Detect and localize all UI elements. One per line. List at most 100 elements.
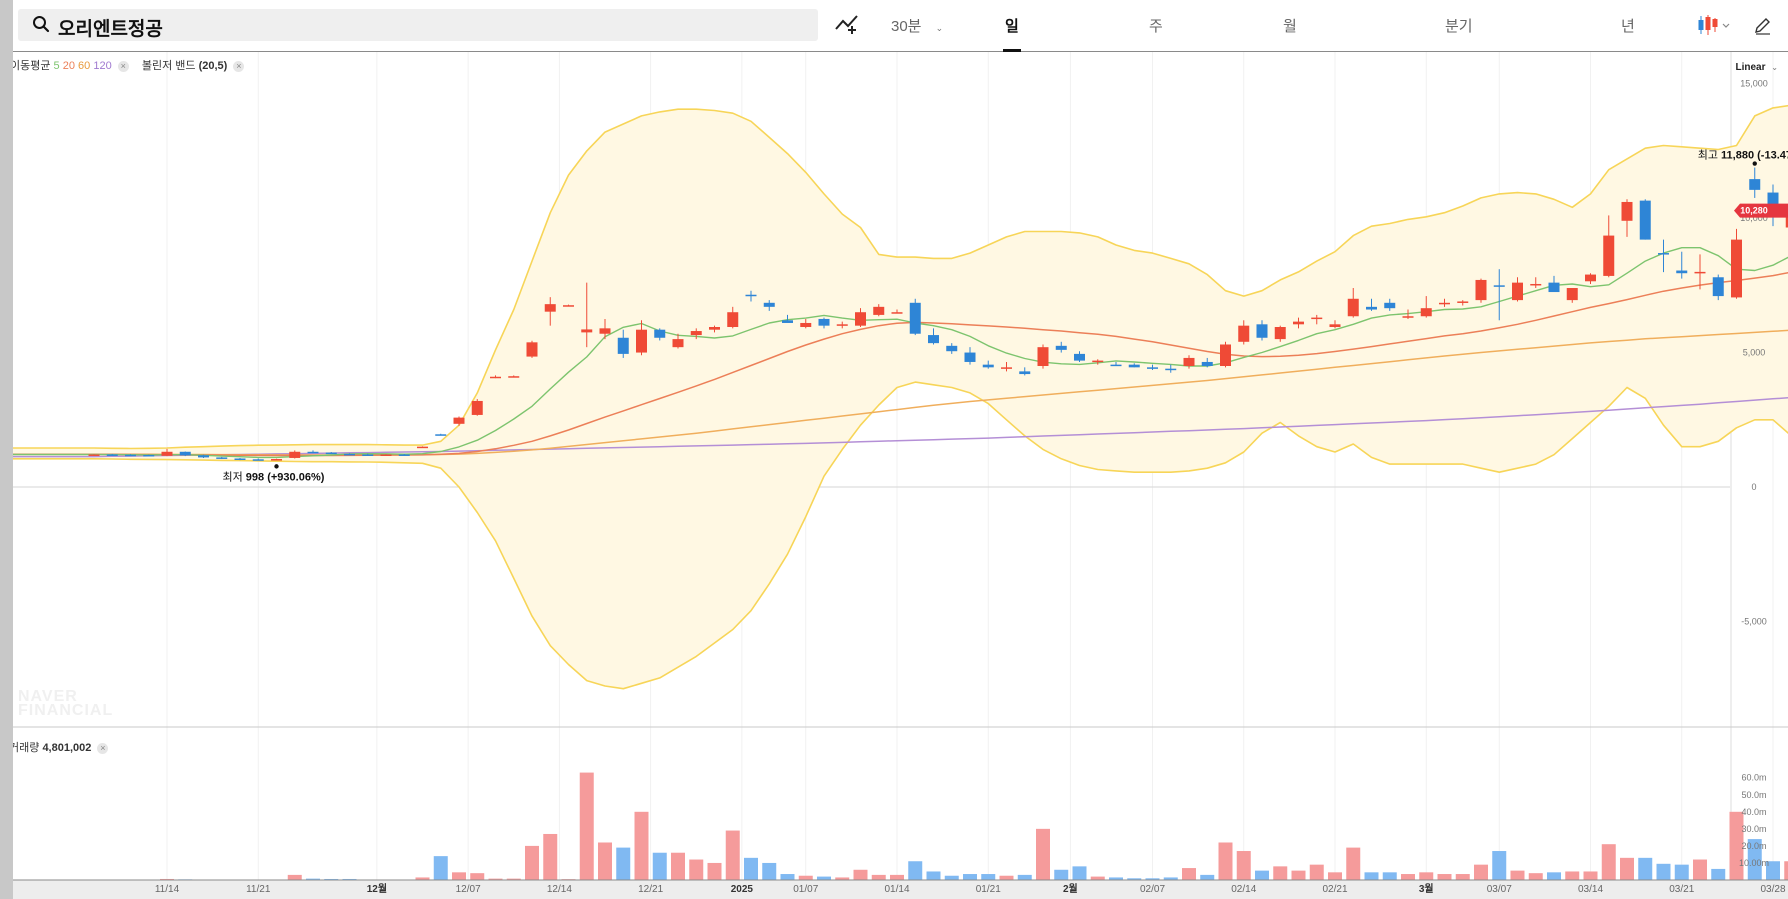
volume-legend-label: 거래량 [13,742,40,754]
volume-bar [1729,811,1744,880]
x-tick-label: 03/21 [1669,884,1694,895]
candle-body [964,352,976,362]
candle-body [252,459,264,461]
bollinger-band-fill-left [13,448,94,459]
candle [891,309,903,314]
volume-bar [1382,872,1397,880]
ma5-legend: 5 [53,60,60,72]
candle [836,321,848,329]
volume-bar [963,874,977,880]
candle [782,314,793,323]
candle [599,318,611,340]
candle-body [1384,302,1396,309]
price-tick-label: -5,000 [1741,616,1767,626]
candle-body [1603,235,1615,276]
candle-body [307,451,319,454]
chevron-down-icon: ⌄ [935,23,944,33]
candle-body [855,312,866,326]
volume-bar [160,878,174,880]
candle-body [1074,353,1085,361]
x-tick-label: 11/14 [155,884,180,895]
tab-year[interactable]: 년 [1621,15,1635,36]
candle-body [563,305,574,307]
tab-quarter[interactable]: 분기 [1445,15,1473,36]
candle-body [982,364,994,368]
candle-body [1712,277,1724,297]
tab-day[interactable]: 일 [1003,15,1021,52]
candle [727,306,739,329]
candle [1420,296,1432,318]
price-tick-label: 15,000 [1740,79,1768,89]
candle [1603,215,1615,278]
candle-body [380,454,392,456]
candle-body [1366,306,1377,310]
volume-bar [1090,876,1105,880]
candle [617,329,629,358]
candle-body [362,454,374,456]
volume-bar [798,875,813,880]
candle-body [1183,357,1195,366]
candle [1001,361,1012,372]
bollinger-upper-line [13,104,1788,450]
candle [709,325,720,333]
volume-bar [1127,878,1142,880]
price-tick-label: 5,000 [1743,348,1766,358]
watermark-line1: NAVER [18,688,78,705]
candle [1585,273,1596,284]
low-marker [274,464,279,469]
pencil-icon[interactable] [1753,15,1773,40]
candle [873,304,885,317]
x-tick-label: 03/14 [1578,884,1603,895]
close-icon[interactable]: × [233,60,245,72]
candle [490,375,501,379]
x-axis-band [13,880,1788,899]
volume-tick-label: 10.00m [1739,858,1769,868]
close-icon[interactable]: × [97,742,109,754]
tab-month[interactable]: 월 [1283,15,1297,36]
candle [1694,254,1706,290]
interval-select[interactable]: 30분 ⌄ [891,15,943,36]
high-annotation: 최고 11,880 (-13.47%) [1698,149,1788,162]
price-tick-label: 10,000 [1740,213,1768,223]
bollinger-lower-line [13,381,1788,690]
candle [1475,278,1487,303]
candle-body [88,454,100,456]
volume-bar [342,878,357,880]
ma-legend[interactable]: 이동평균 5 20 60 120 × 볼린저 밴드 (20,5) × [13,57,245,73]
volume-bar [306,878,320,880]
search-query: 오리엔트정공 [58,19,163,40]
chart-area[interactable]: 15,000 10,000 5,000 0 -5,000 60.0m 50.0m 40.0m 3… [13,52,1788,899]
candle [234,457,246,461]
candle [1785,210,1788,228]
candle [1439,298,1450,307]
candle [946,343,958,354]
candle [1493,269,1505,321]
candle-body [344,453,355,456]
candle [1293,317,1304,329]
ma120-line [13,396,1788,458]
scale-select[interactable]: Linear ⌄ [1736,62,1779,73]
candle-body [1512,282,1523,301]
candlestick-type-icon[interactable] [1697,14,1733,41]
close-icon[interactable]: × [117,60,129,72]
volume-legend[interactable]: 거래량 4,801,002 × [13,739,109,755]
volume-bar [744,857,758,880]
x-tick-label: 12/07 [456,884,481,895]
candle-body [1694,271,1706,274]
volume-bar [652,852,667,880]
volume-tick-label: 30.0m [1741,824,1766,834]
indicator-add-icon[interactable] [835,12,861,41]
candle [325,452,337,455]
candle [380,454,392,456]
candle [1183,355,1195,369]
volume-bar [1565,871,1580,880]
volume-bar [1492,851,1507,880]
candle-body [909,302,921,334]
volume-bar [908,861,923,880]
search-input[interactable]: 오리엔트정공 [18,9,818,41]
tab-week[interactable]: 주 [1149,15,1163,36]
price-chart[interactable]: 15,000 10,000 5,000 0 -5,000 60.0m 50.0m 40.0m 3… [13,52,1788,899]
candle-body [325,452,337,455]
ma20-legend: 20 [62,60,75,72]
price-tick-label: 0 [1751,482,1756,492]
